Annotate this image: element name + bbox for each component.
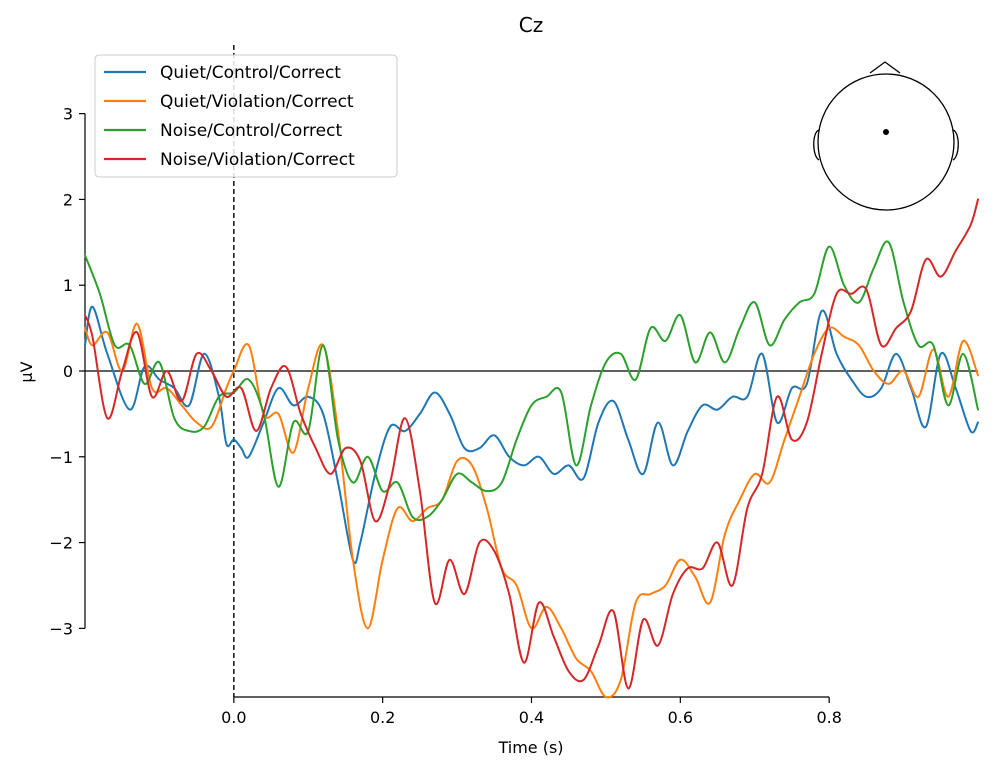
- y-tick-label: −1: [49, 448, 73, 467]
- series-line-4: [84, 198, 979, 690]
- series-line-1: [84, 305, 979, 565]
- y-tick-label: 2: [63, 190, 73, 209]
- x-tick-label: 0.2: [370, 708, 395, 727]
- y-tick-label: −2: [49, 534, 73, 553]
- series-line-3: [84, 240, 979, 522]
- legend-label-4: Noise/Violation/Correct: [160, 150, 355, 170]
- x-axis-label: Time (s): [497, 738, 563, 757]
- y-tick-label: 1: [63, 276, 73, 295]
- head-outline: [817, 73, 955, 211]
- series-line-2: [84, 322, 979, 699]
- x-tick-label: 0.4: [519, 708, 544, 727]
- head-left-ear: [813, 129, 820, 161]
- legend-label-1: Quiet/Control/Correct: [160, 63, 341, 83]
- x-tick-label: 0.6: [668, 708, 693, 727]
- sensor-cz-dot: [883, 129, 889, 135]
- y-tick-label: −3: [49, 619, 73, 638]
- chart-title: Cz: [519, 13, 543, 37]
- y-axis-label: µV: [17, 361, 36, 382]
- legend-label-3: Noise/Control/Correct: [160, 121, 342, 141]
- head-nose: [869, 61, 901, 74]
- head-right-ear: [952, 129, 959, 161]
- series-layer: [84, 198, 979, 699]
- x-tick-label: 0.0: [221, 708, 246, 727]
- y-tick-label: 0: [63, 362, 73, 381]
- y-tick-label: 3: [63, 105, 73, 124]
- legend: Quiet/Control/Correct Quiet/Violation/Cor…: [94, 54, 398, 178]
- head-topomap-inset: [813, 61, 959, 211]
- legend-label-2: Quiet/Violation/Correct: [160, 92, 354, 112]
- legend-box: [94, 54, 398, 178]
- x-tick-label: 0.8: [816, 708, 841, 727]
